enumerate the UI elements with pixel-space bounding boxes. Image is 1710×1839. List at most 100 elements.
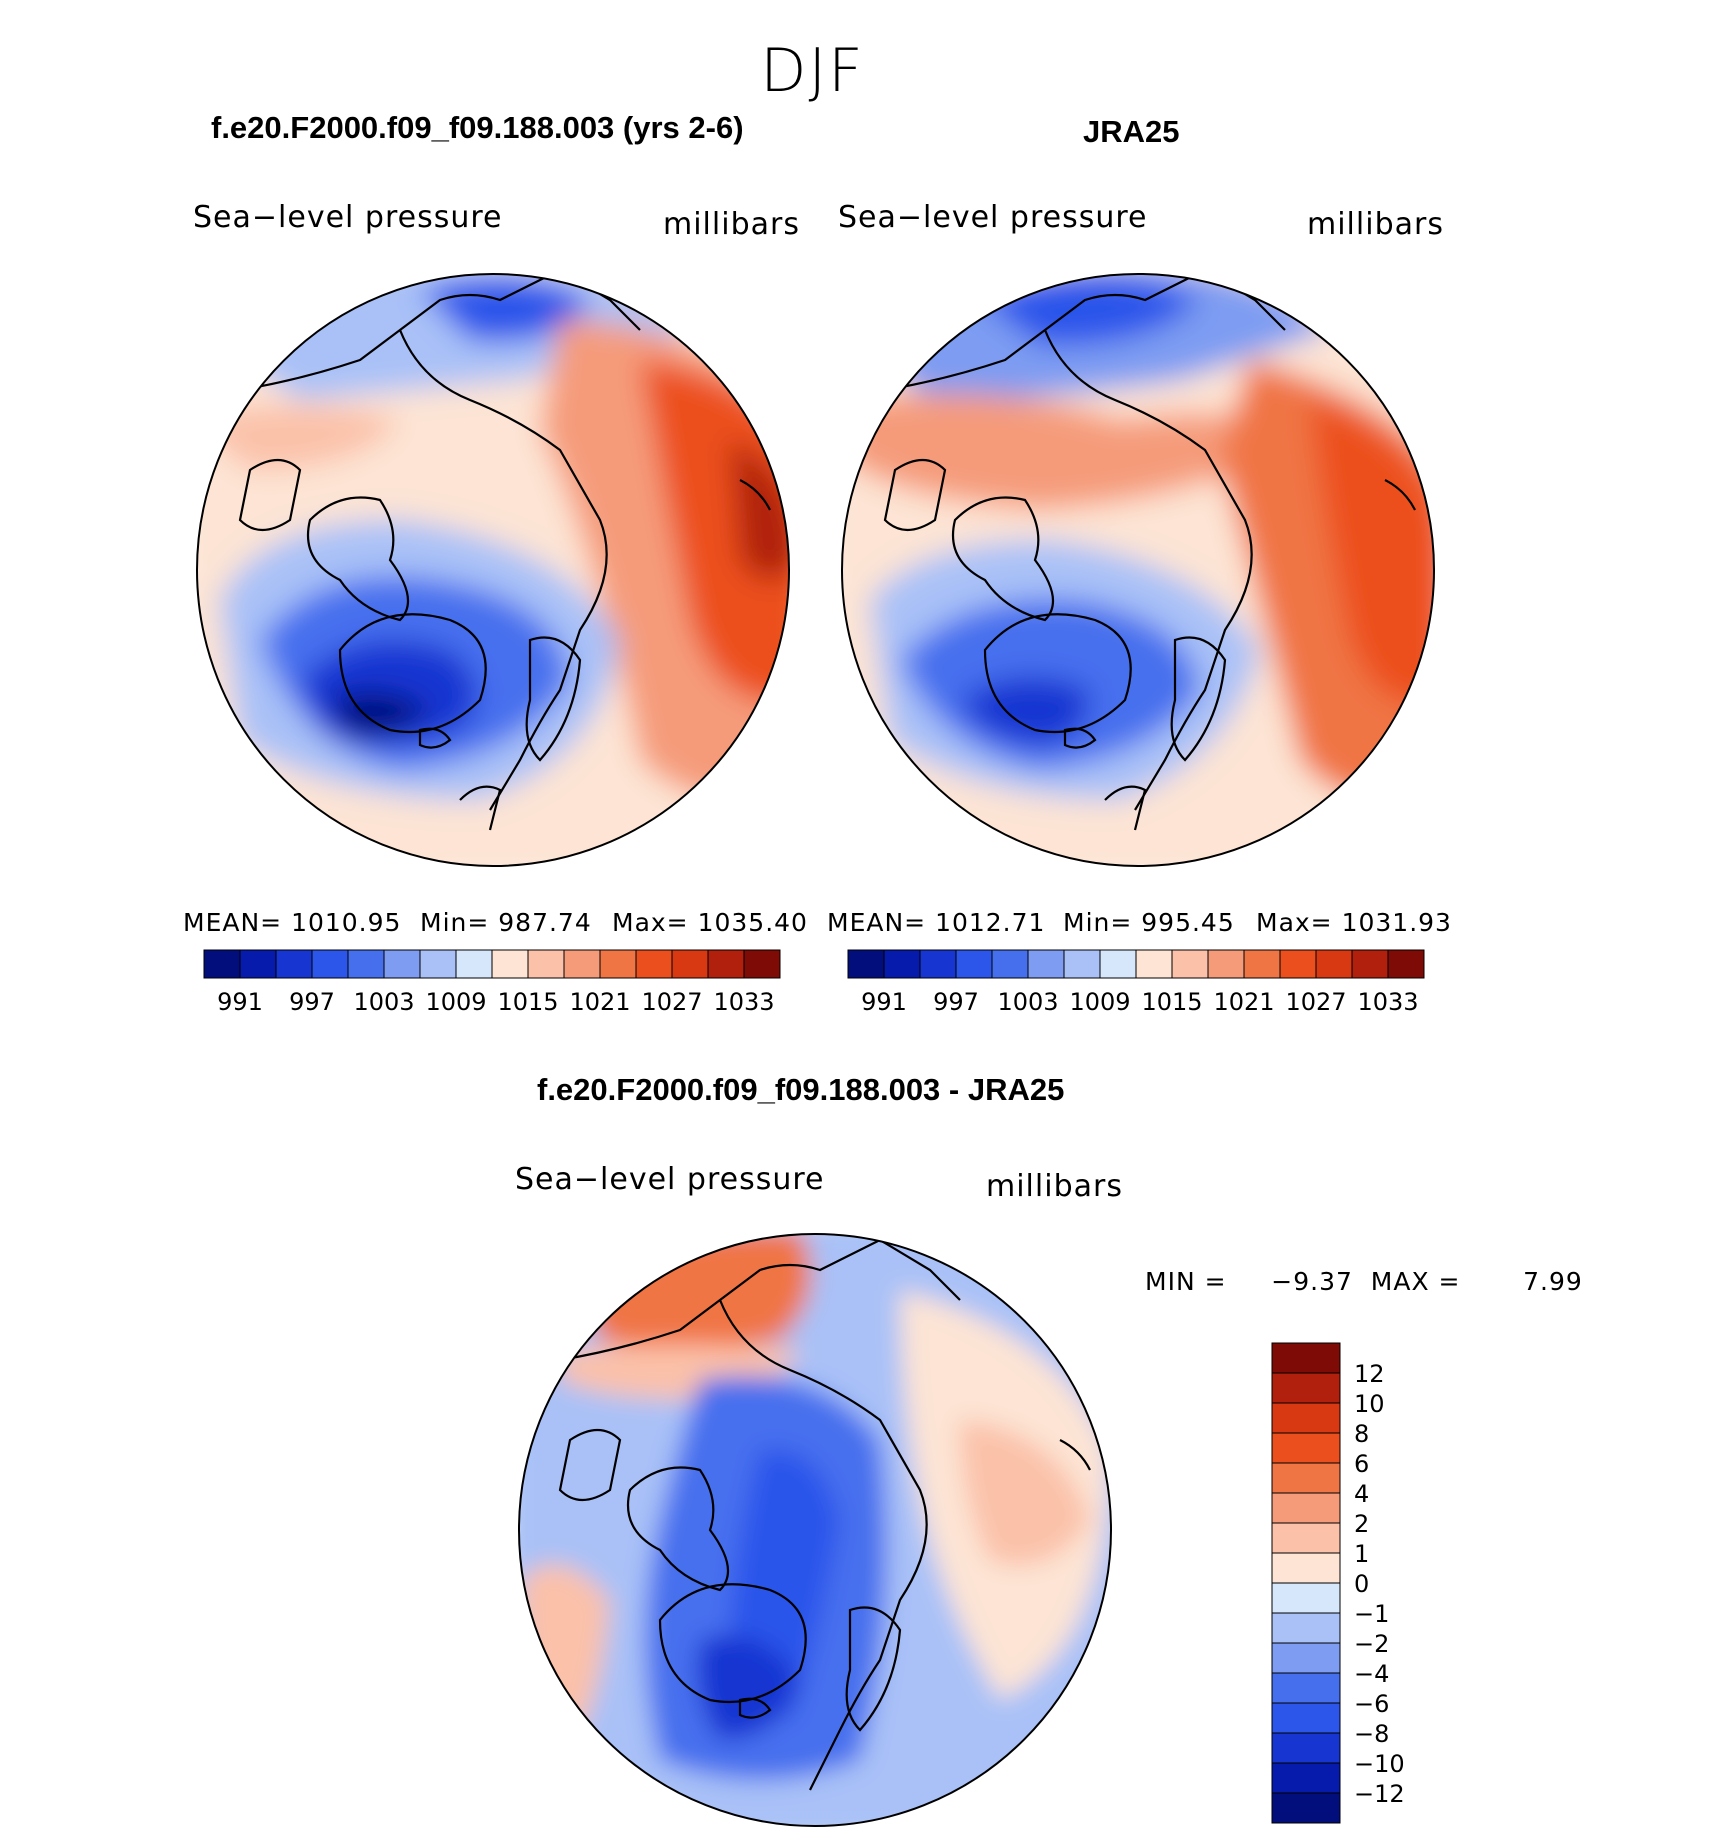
colorbar-1-swatch bbox=[347, 949, 385, 979]
panel-2-units-label: millibars bbox=[1307, 207, 1444, 242]
colorbar-diff-swatch bbox=[1271, 1732, 1341, 1764]
colorbar-1-swatch bbox=[743, 949, 781, 979]
figure-title: DJF bbox=[760, 36, 865, 106]
colorbar-1-swatch bbox=[419, 949, 457, 979]
colorbar-1-swatch bbox=[383, 949, 421, 979]
colorbar-1-swatch bbox=[275, 949, 313, 979]
diff-field-eurasia-pink bbox=[960, 1420, 1090, 1565]
panel-1-field-west-pink bbox=[197, 405, 400, 470]
diff-map-border bbox=[518, 1233, 1112, 1827]
colorbar-diff-tick-label: −10 bbox=[1354, 1750, 1405, 1778]
colorbar-diff-tick-label: −1 bbox=[1354, 1600, 1389, 1628]
panel-1-map-border bbox=[196, 273, 790, 867]
colorbar-2-tick-label: 1015 bbox=[1141, 988, 1202, 1016]
panel-2-coastlines bbox=[883, 274, 1416, 831]
colorbar-1-swatch bbox=[455, 949, 493, 979]
colorbar-1-swatch bbox=[527, 949, 565, 979]
colorbar-1-swatch bbox=[635, 949, 673, 979]
panel-1-title: f.e20.F2000.f09_f09.188.003 (yrs 2-6) bbox=[211, 110, 744, 145]
colorbar-2-swatch bbox=[991, 949, 1029, 979]
panel-1-min: Min= 987.74 bbox=[420, 908, 592, 937]
colorbar-1-tick-label: 1009 bbox=[425, 988, 486, 1016]
colorbar-1-tick-label: 991 bbox=[217, 988, 263, 1016]
colorbar-2-swatch bbox=[1099, 949, 1137, 979]
colorbar-diff-tick-label: 12 bbox=[1354, 1360, 1385, 1388]
panel-2-title: JRA25 bbox=[1083, 114, 1180, 149]
colorbar-diff-tick-label: 6 bbox=[1354, 1450, 1369, 1478]
colorbar-diff-tick-label: 2 bbox=[1354, 1510, 1369, 1538]
panel-1-units-label: millibars bbox=[663, 207, 800, 242]
panel-2-field-east-high bbox=[1310, 400, 1434, 704]
panel-1-mean: MEAN= 1010.95 bbox=[183, 908, 402, 937]
colorbar-diff-swatch bbox=[1271, 1612, 1341, 1644]
panel-2-min: Min= 995.45 bbox=[1063, 908, 1235, 937]
diff-coastlines bbox=[558, 1238, 1091, 1791]
colorbar-diff-tick-label: 4 bbox=[1354, 1480, 1369, 1508]
colorbar-1-tick-label: 1003 bbox=[353, 988, 414, 1016]
colorbar-1-swatch bbox=[563, 949, 601, 979]
colorbar-diff-swatch bbox=[1271, 1522, 1341, 1554]
panel-2-max: Max= 1031.93 bbox=[1256, 908, 1452, 937]
colorbar-2-swatch bbox=[1387, 949, 1425, 979]
colorbar-2-swatch bbox=[1243, 949, 1281, 979]
colorbar-diff-tick-label: −12 bbox=[1354, 1780, 1405, 1808]
colorbar-2-swatch bbox=[1279, 949, 1317, 979]
colorbar-diff-swatch bbox=[1271, 1402, 1341, 1434]
colorbar-diff-swatch bbox=[1271, 1462, 1341, 1494]
colorbar-panel-2: 991 997 1003 1009 1015 1021 1027 1033 bbox=[847, 949, 1425, 1016]
colorbar-2-swatch bbox=[1171, 949, 1209, 979]
colorbar-diff-swatch bbox=[1271, 1552, 1341, 1584]
panel-1-max: Max= 1035.40 bbox=[612, 908, 808, 937]
diff-field-atlantic-deep bbox=[697, 1635, 800, 1740]
colorbar-diff-swatch bbox=[1271, 1492, 1341, 1524]
colorbar-2-tick-label: 991 bbox=[861, 988, 907, 1016]
colorbar-diff-tick-label: 1 bbox=[1354, 1540, 1369, 1568]
colorbar-diff-swatch bbox=[1271, 1582, 1341, 1614]
diff-panel-title: f.e20.F2000.f09_f09.188.003 - JRA25 bbox=[537, 1072, 1065, 1107]
diff-field-pacific-high bbox=[580, 1234, 812, 1350]
colorbar-diff-swatch bbox=[1271, 1792, 1341, 1824]
panel-2-variable-label: Sea−level pressure bbox=[838, 200, 1148, 235]
colorbar-2-swatch bbox=[1063, 949, 1101, 979]
colorbar-1-tick-label: 1015 bbox=[497, 988, 558, 1016]
panel-1-variable-label: Sea−level pressure bbox=[193, 200, 503, 235]
colorbar-diff-swatch bbox=[1271, 1342, 1341, 1374]
colorbar-1-swatch bbox=[491, 949, 529, 979]
colorbar-diff-tick-label: −8 bbox=[1354, 1720, 1389, 1748]
panel-2-field-middle-orange bbox=[845, 393, 1300, 510]
colorbar-diff-swatch bbox=[1271, 1372, 1341, 1404]
colorbar-2-swatch bbox=[955, 949, 993, 979]
diff-variable-label: Sea−level pressure bbox=[515, 1162, 825, 1197]
diff-units-label: millibars bbox=[986, 1169, 1123, 1204]
map-panel-2 bbox=[841, 273, 1435, 867]
diff-minmax-text: MIN = −9.37 MAX = 7.99 bbox=[1145, 1267, 1583, 1296]
colorbar-1-swatch bbox=[671, 949, 709, 979]
colorbar-1-tick-label: 1027 bbox=[641, 988, 702, 1016]
colorbar-2-tick-label: 1009 bbox=[1069, 988, 1130, 1016]
colorbar-diff-tick-label: 8 bbox=[1354, 1420, 1369, 1448]
colorbar-2-swatch bbox=[919, 949, 957, 979]
colorbar-2-tick-label: 1027 bbox=[1285, 988, 1346, 1016]
colorbar-2-swatch bbox=[1315, 949, 1353, 979]
colorbar-1-tick-label: 997 bbox=[289, 988, 335, 1016]
colorbar-1-swatch bbox=[239, 949, 277, 979]
colorbar-1-swatch bbox=[311, 949, 349, 979]
colorbar-2-swatch bbox=[1027, 949, 1065, 979]
colorbar-diff-tick-label: 0 bbox=[1354, 1570, 1369, 1598]
colorbar-diff-tick-label: 10 bbox=[1354, 1390, 1385, 1418]
colorbar-1-swatch bbox=[599, 949, 637, 979]
panel-1-coastlines bbox=[238, 274, 771, 831]
panel-2-mean: MEAN= 1012.71 bbox=[827, 908, 1046, 937]
colorbar-diff-swatch bbox=[1271, 1702, 1341, 1734]
panel-1-field-north-low bbox=[420, 277, 590, 342]
panel-1-field-east-max bbox=[730, 440, 789, 580]
colorbar-2-swatch bbox=[1135, 949, 1173, 979]
colorbar-2-tick-label: 1003 bbox=[997, 988, 1058, 1016]
panel-2-field-icelandic-low bbox=[960, 677, 1090, 745]
colorbar-diff-swatch bbox=[1271, 1642, 1341, 1674]
colorbar-2-swatch bbox=[883, 949, 921, 979]
colorbar-1-swatch bbox=[707, 949, 745, 979]
colorbar-diff-swatch bbox=[1271, 1672, 1341, 1704]
